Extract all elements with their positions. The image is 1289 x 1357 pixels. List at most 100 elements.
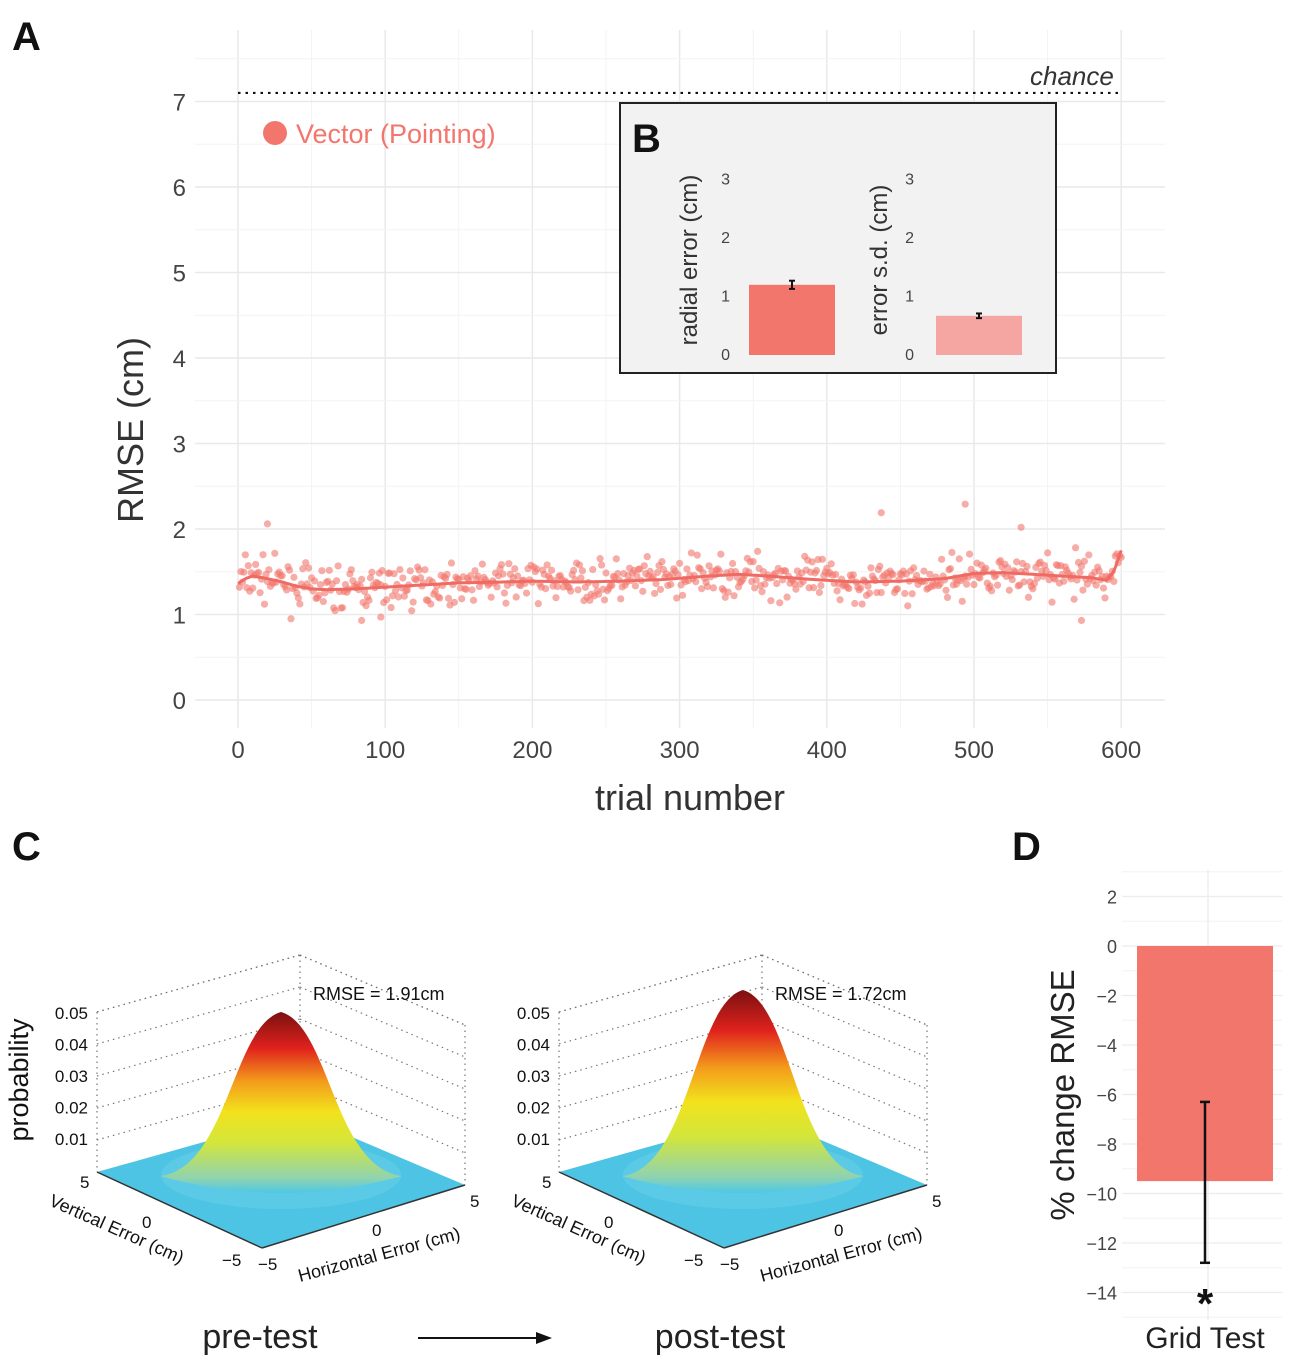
- data-point: [728, 559, 737, 568]
- data-point: [845, 584, 853, 593]
- y-tick-label: 0: [1107, 937, 1117, 957]
- data-point: [399, 574, 407, 582]
- data-point: [575, 561, 584, 569]
- data-point: [1110, 577, 1118, 586]
- z-tick-label: 0.02: [517, 1099, 550, 1118]
- data-point: [761, 580, 769, 588]
- inset-y-tick: 2: [905, 230, 914, 247]
- data-point: [493, 583, 501, 591]
- data-point: [334, 562, 342, 570]
- data-point: [368, 568, 376, 576]
- data-point: [577, 574, 585, 582]
- data-point: [993, 581, 1002, 589]
- z-tick-label: 0.01: [55, 1130, 88, 1149]
- rmse-annotation: RMSE = 1.72cm: [775, 984, 907, 1004]
- data-point: [767, 597, 775, 605]
- data-point: [443, 570, 451, 579]
- data-point: [752, 576, 760, 584]
- prob-gridline: [299, 1050, 466, 1122]
- prob-gridline: [761, 1050, 928, 1122]
- legend-label: Vector (Pointing): [296, 119, 496, 149]
- vertical-tick: −5: [222, 1251, 241, 1270]
- data-point: [522, 589, 531, 597]
- data-point: [285, 566, 294, 574]
- data-point: [943, 593, 952, 602]
- data-point: [893, 585, 902, 593]
- grid-test-errorbar: [1200, 1100, 1210, 1265]
- prob-gridline: [299, 1082, 466, 1154]
- horizontal-tick: 5: [470, 1192, 479, 1211]
- data-point: [478, 560, 486, 568]
- data-point: [889, 571, 897, 579]
- data-point: [965, 550, 974, 558]
- data-point: [586, 596, 594, 604]
- panel-a-trend-line: [237, 549, 1123, 592]
- data-point: [462, 585, 470, 593]
- y-tick-label: 4: [173, 346, 186, 373]
- data-point: [961, 500, 969, 508]
- data-point: [255, 568, 263, 576]
- data-point: [1033, 574, 1041, 582]
- data-point: [976, 574, 984, 582]
- data-point: [408, 607, 416, 615]
- y-tick-label: 0: [173, 688, 186, 715]
- data-point: [773, 579, 781, 588]
- panel-b-inset: B 0 1 2 3 radial error (cm) 0 1 2 3 error s.d. (c…: [619, 102, 1057, 374]
- inset-y-tick: 2: [721, 230, 730, 247]
- data-point: [287, 615, 295, 623]
- z-tick-label: 0.03: [517, 1067, 550, 1086]
- data-point: [833, 587, 841, 595]
- inset-bar: [936, 315, 1022, 355]
- y-tick-label: −6: [1096, 1086, 1117, 1106]
- data-point: [259, 551, 267, 559]
- data-point: [597, 561, 606, 569]
- data-point: [505, 560, 513, 568]
- data-point: [1077, 616, 1086, 625]
- data-point: [533, 565, 541, 573]
- panel-d-ticks: 2 0 −2 −4 −6 −8 −10 −12 −14: [1086, 888, 1117, 1304]
- x-tick-label: 400: [807, 737, 847, 764]
- x-tick-label: 200: [512, 737, 552, 764]
- x-tick-label: 300: [660, 737, 700, 764]
- prob-gridline: [761, 1082, 928, 1154]
- inset-y-tick: 3: [721, 172, 730, 189]
- data-point: [1101, 594, 1109, 602]
- data-point: [347, 566, 355, 574]
- data-point: [547, 566, 556, 574]
- z-tick-label: 0.05: [55, 1004, 88, 1023]
- data-point: [904, 602, 912, 610]
- y-tick-label: −4: [1096, 1036, 1117, 1056]
- data-point: [955, 555, 963, 563]
- data-point: [377, 613, 385, 621]
- z-tick-label: 0.05: [517, 1004, 550, 1023]
- data-point: [1048, 598, 1056, 606]
- data-point: [640, 562, 648, 570]
- data-point: [812, 566, 821, 575]
- panel-letter-d: D: [1012, 825, 1041, 869]
- prob-gridline: [96, 954, 301, 1013]
- chance-label: chance: [1030, 61, 1114, 91]
- data-point: [865, 589, 874, 597]
- data-point: [600, 596, 609, 604]
- vertical-tick: −5: [684, 1251, 703, 1270]
- data-point: [331, 607, 339, 615]
- panel-d-ylabel: % change RMSE: [1044, 969, 1081, 1220]
- data-point: [302, 559, 310, 567]
- data-point: [487, 593, 495, 601]
- data-point: [658, 558, 666, 566]
- data-point: [614, 569, 622, 578]
- data-point: [1023, 562, 1031, 570]
- vertical-tick: 0: [604, 1213, 613, 1232]
- data-point: [926, 570, 934, 578]
- data-point: [963, 580, 971, 588]
- data-point: [1076, 568, 1084, 576]
- data-point: [650, 589, 659, 598]
- y-tick-label: −12: [1086, 1234, 1117, 1254]
- data-point: [396, 565, 404, 574]
- data-point: [543, 561, 551, 569]
- data-point: [578, 567, 587, 575]
- data-point: [749, 557, 757, 566]
- data-point: [416, 574, 425, 582]
- data-point: [877, 588, 885, 597]
